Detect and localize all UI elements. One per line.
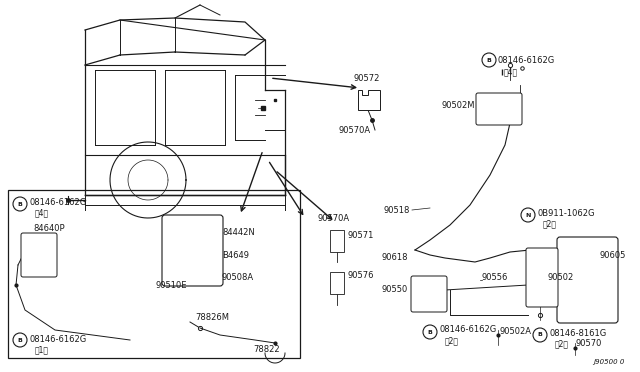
- Text: （2）: （2）: [555, 340, 569, 349]
- Text: 90508A: 90508A: [222, 273, 254, 282]
- Text: 90502A: 90502A: [500, 327, 532, 337]
- Text: 08146-6162G: 08146-6162G: [498, 55, 556, 64]
- Text: （1）: （1）: [35, 346, 49, 355]
- Bar: [8, 190, 300, 358]
- FancyBboxPatch shape: [526, 248, 558, 307]
- Text: 90556: 90556: [482, 273, 508, 282]
- FancyBboxPatch shape: [557, 237, 618, 323]
- Text: J90500 0: J90500 0: [594, 359, 625, 365]
- Text: B4649: B4649: [222, 250, 249, 260]
- FancyBboxPatch shape: [21, 233, 57, 277]
- Bar: [330, 272, 344, 294]
- Text: 90576: 90576: [348, 270, 374, 279]
- FancyBboxPatch shape: [162, 215, 223, 286]
- Text: 90571: 90571: [348, 231, 374, 240]
- Text: （4）: （4）: [504, 67, 518, 77]
- Text: 08146-6162G: 08146-6162G: [29, 336, 86, 344]
- Text: 90510E: 90510E: [155, 280, 186, 289]
- Text: 90570A: 90570A: [339, 125, 371, 135]
- Text: 0B911-1062G: 0B911-1062G: [537, 208, 595, 218]
- Bar: [330, 230, 344, 252]
- Text: 84442N: 84442N: [222, 228, 255, 237]
- Text: （2）: （2）: [445, 337, 459, 346]
- Text: 08146-8161G: 08146-8161G: [549, 328, 606, 337]
- Text: （4）: （4）: [35, 208, 49, 218]
- Text: 08146-6162G: 08146-6162G: [439, 326, 496, 334]
- Text: 90570: 90570: [576, 340, 602, 349]
- Text: 08146-6162G: 08146-6162G: [29, 198, 86, 206]
- Text: B: B: [538, 333, 543, 337]
- Text: B: B: [428, 330, 433, 334]
- Text: （2）: （2）: [543, 219, 557, 228]
- Text: 84640P: 84640P: [33, 224, 65, 232]
- FancyBboxPatch shape: [411, 276, 447, 312]
- Text: 90572: 90572: [354, 74, 380, 83]
- Text: 90502: 90502: [548, 273, 574, 282]
- Text: 90502M: 90502M: [442, 100, 475, 109]
- Polygon shape: [358, 90, 380, 110]
- Text: 90605: 90605: [600, 250, 627, 260]
- Text: B: B: [486, 58, 492, 62]
- Text: N: N: [525, 212, 531, 218]
- Text: B: B: [17, 202, 22, 206]
- FancyBboxPatch shape: [476, 93, 522, 125]
- Text: 90518: 90518: [383, 205, 410, 215]
- Text: 78826M: 78826M: [195, 314, 229, 323]
- Text: B: B: [17, 337, 22, 343]
- Text: 90618: 90618: [381, 253, 408, 263]
- Text: 90570A: 90570A: [318, 214, 350, 222]
- Text: 90550: 90550: [381, 285, 408, 295]
- Text: 78822: 78822: [253, 346, 280, 355]
